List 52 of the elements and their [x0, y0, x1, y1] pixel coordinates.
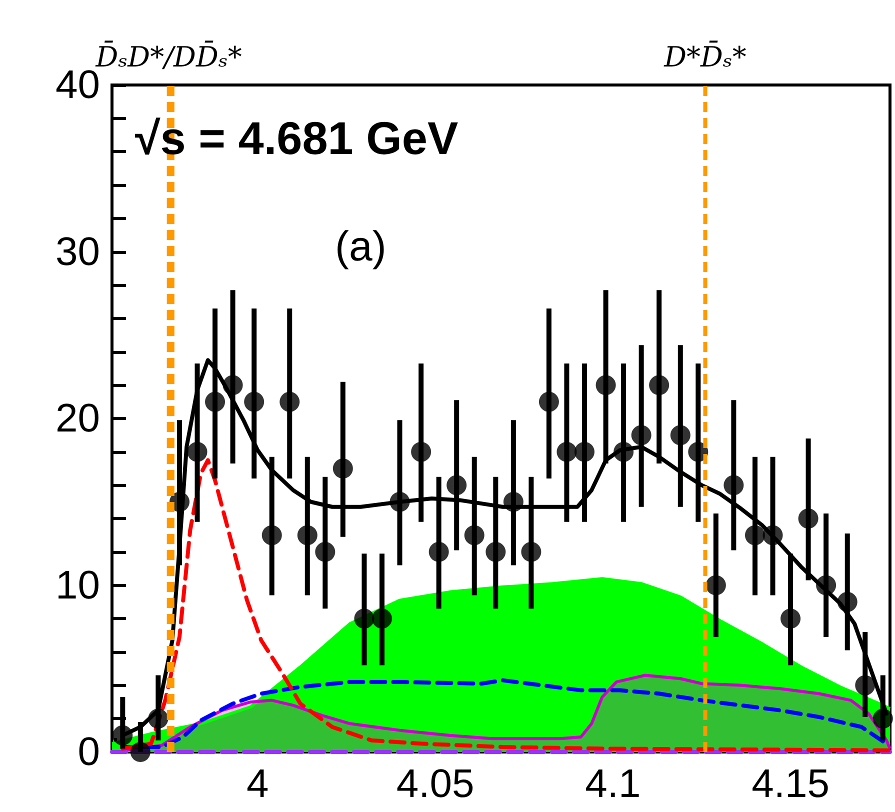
- point: [332, 458, 353, 479]
- point: [574, 442, 594, 462]
- point: [187, 442, 208, 462]
- point: [614, 442, 634, 462]
- annotation: √s = 4.681 GeV: [135, 112, 459, 164]
- point: [297, 525, 318, 546]
- point: [428, 542, 449, 562]
- annotation: (a): [335, 222, 386, 270]
- point: [148, 708, 168, 729]
- point: [390, 492, 410, 512]
- point: [486, 542, 506, 562]
- x-tick-label: 4.05: [396, 762, 474, 806]
- point: [596, 375, 616, 396]
- point: [816, 575, 836, 596]
- point: [631, 425, 652, 446]
- point: [724, 475, 744, 496]
- point: [649, 375, 670, 396]
- point: [855, 675, 876, 696]
- ref-line-label: D*D̄ₛ*: [663, 40, 746, 74]
- point: [745, 525, 766, 546]
- point: [780, 608, 801, 629]
- point: [503, 492, 524, 512]
- y-tick-label: 20: [56, 396, 100, 440]
- y-tick-label: 10: [56, 563, 100, 608]
- point: [670, 425, 690, 446]
- point: [205, 392, 226, 412]
- point: [411, 442, 432, 462]
- point: [112, 725, 133, 746]
- point: [872, 708, 893, 729]
- x-tick-label: 4: [246, 762, 269, 806]
- point: [280, 392, 300, 412]
- point: [798, 508, 818, 529]
- point: [446, 475, 467, 496]
- x-tick-label: 4.1: [585, 762, 641, 806]
- point: [222, 375, 243, 396]
- point: [688, 442, 708, 462]
- point: [354, 608, 374, 629]
- point: [521, 542, 542, 562]
- point: [464, 525, 484, 546]
- point: [244, 392, 264, 412]
- point: [130, 742, 150, 762]
- point: [262, 525, 282, 546]
- point: [372, 608, 392, 629]
- y-tick-label: 30: [56, 230, 100, 274]
- point: [762, 525, 783, 546]
- point: [538, 392, 559, 412]
- y-tick-label: 0: [78, 730, 100, 774]
- point: [315, 542, 336, 562]
- x-tick-label: 4.15: [752, 762, 830, 806]
- point: [706, 575, 726, 596]
- point: [556, 442, 577, 462]
- point: [837, 592, 858, 612]
